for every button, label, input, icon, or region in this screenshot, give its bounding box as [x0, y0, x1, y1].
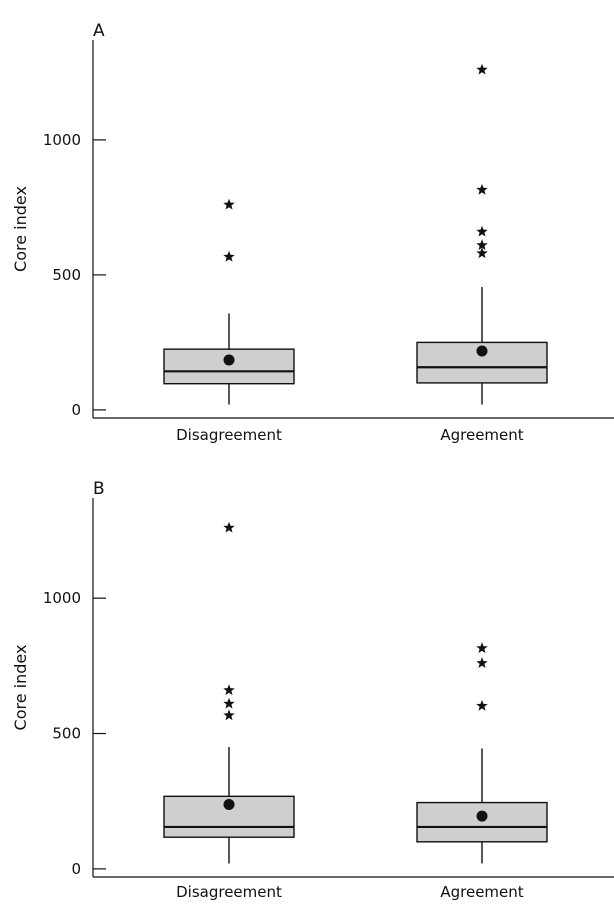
y-tick-label: 500: [52, 266, 81, 284]
iqr-box-agreement: [416, 801, 548, 843]
outlier-star-agreement: [476, 642, 488, 654]
x-tick-label-disagreement: Disagreement: [176, 426, 282, 444]
outlier-star-agreement: [476, 225, 488, 237]
outlier-star-disagreement: [223, 198, 235, 210]
outlier-star-agreement: [476, 183, 488, 195]
outlier-star-agreement: [476, 699, 488, 711]
outlier-star-agreement: [476, 239, 488, 251]
x-tick-label-disagreement: Disagreement: [176, 883, 282, 900]
outlier-star-agreement: [476, 247, 488, 259]
y-axis-label: Core index: [11, 645, 30, 731]
outlier-star-disagreement: [223, 521, 235, 533]
outlier-star-disagreement: [223, 709, 235, 721]
outlier-star-agreement: [476, 657, 488, 668]
mean-marker-disagreement: [223, 354, 235, 366]
iqr-box-disagreement: [163, 348, 295, 385]
x-tick-label-agreement: Agreement: [440, 883, 523, 900]
outlier-star-disagreement: [223, 684, 235, 696]
y-tick-label: 0: [71, 401, 81, 419]
y-tick-label: 500: [52, 725, 81, 743]
outlier-star-disagreement: [223, 250, 235, 262]
mean-marker-agreement: [476, 345, 488, 357]
y-axis-label: Core index: [11, 186, 30, 272]
outlier-star-disagreement: [223, 697, 235, 709]
x-tick-label-agreement: Agreement: [440, 426, 523, 444]
y-tick-label: 0: [71, 860, 81, 878]
panel-label-a: A: [93, 21, 105, 41]
mean-marker-disagreement: [223, 798, 235, 810]
y-tick-label: 1000: [43, 131, 81, 149]
y-tick-label: 1000: [43, 589, 81, 607]
panel-label-b: B: [93, 479, 105, 499]
outlier-star-agreement: [476, 63, 488, 75]
mean-marker-agreement: [476, 810, 488, 822]
